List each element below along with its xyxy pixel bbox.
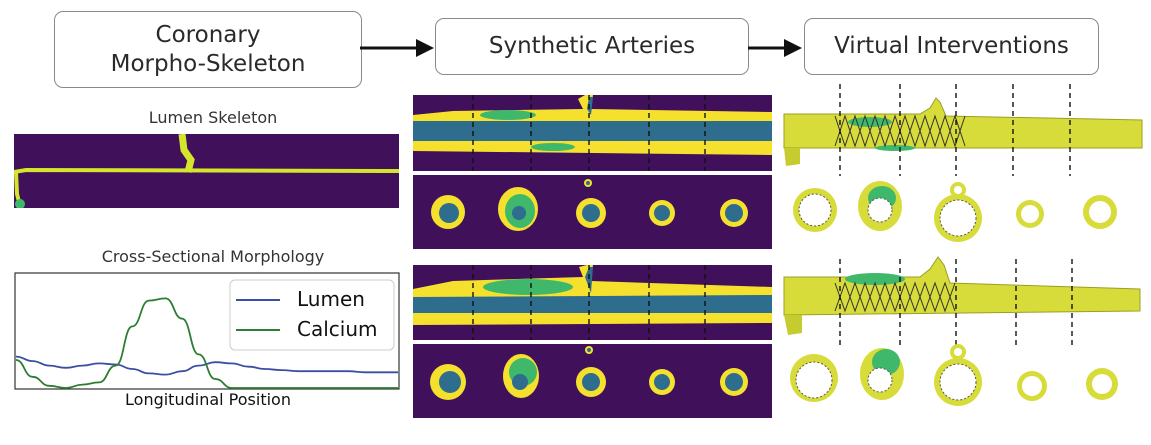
skeleton-title: Lumen Skeleton [148, 108, 278, 127]
virtual-intervention-longitudinal-2 [783, 256, 1141, 345]
legend-box [229, 279, 395, 351]
stage-title: Synthetic Arteries [488, 33, 696, 60]
flow-arrow-1 [360, 39, 434, 57]
synthetic-artery-longitudinal-2 [413, 265, 772, 340]
synthetic-artery-cross-sections-1 [413, 175, 772, 249]
stage-title: Virtual Interventions [834, 33, 1069, 60]
legend-lumen-label: Lumen [297, 287, 365, 311]
stage-box-virtual-interventions: Virtual Interventions [804, 18, 1099, 75]
x-axis-label: Longitudinal Position [125, 390, 291, 409]
virtual-intervention-cross-sections-2 [790, 344, 1118, 406]
synthetic-artery-longitudinal-1 [413, 95, 772, 171]
lumen-series-line [15, 355, 398, 376]
morphology-title: Cross-Sectional Morphology [101, 247, 325, 266]
morphology-chart: Lumen Calcium Longitudinal Position [14, 272, 400, 409]
stage-title-line2: Morpho-Skeleton [110, 50, 306, 77]
stage-box-morpho-skeleton: Coronary Morpho-Skeleton [54, 11, 362, 88]
lumen-skeleton-image [14, 134, 399, 208]
stage-box-synthetic-arteries: Synthetic Arteries [435, 18, 749, 75]
stage-title-line1: Coronary [155, 21, 261, 48]
virtual-intervention-cross-sections-1 [793, 181, 1117, 242]
calcium-series-line [15, 297, 398, 389]
flow-arrow-2 [748, 39, 802, 57]
virtual-intervention-longitudinal-1 [783, 84, 1143, 176]
legend-calcium-label: Calcium [297, 317, 378, 341]
synthetic-artery-cross-sections-2 [413, 344, 772, 418]
